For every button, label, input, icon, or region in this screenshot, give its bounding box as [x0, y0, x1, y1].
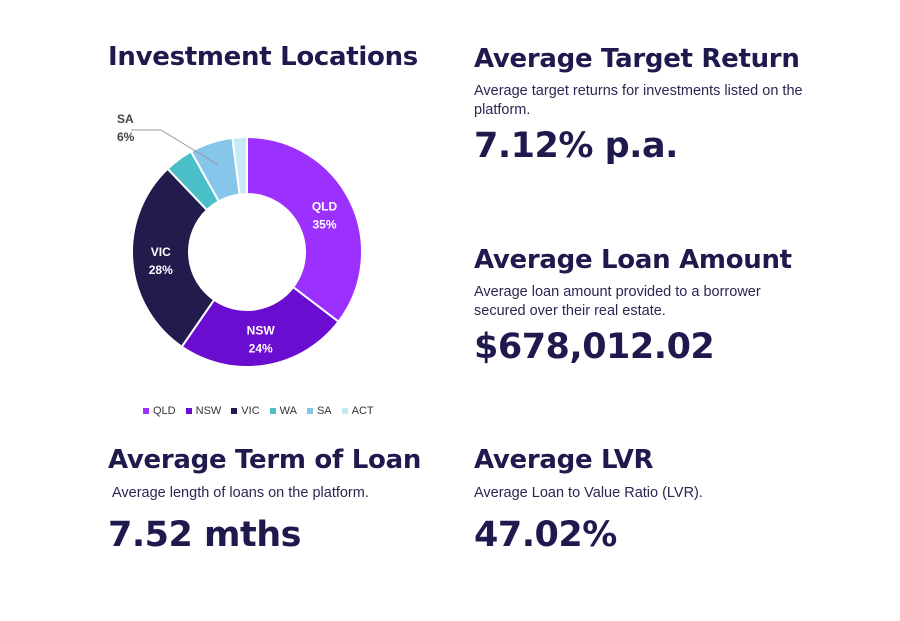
loan-amount-title: Average Loan Amount [474, 245, 792, 275]
legend-swatch-nsw [185, 408, 192, 414]
loan-amount-value: $678,012.02 [474, 327, 715, 367]
legend-item-sa: SA [306, 405, 332, 417]
slice-act [231, 135, 248, 196]
slice-value-vic: 28% [149, 263, 173, 277]
legend-item-qld: QLD [143, 405, 176, 417]
lvr-value: 47.02% [474, 515, 617, 555]
lvr-description: Average Loan to Value Ratio (LVR). [474, 485, 703, 501]
target-return-value: 7.12% p.a. [474, 126, 678, 166]
term-of-loan-title: Average Term of Loan [108, 445, 422, 475]
legend-swatch-sa [306, 408, 313, 414]
callout-value-sa: 6% [117, 130, 135, 144]
slice-label-qld: QLD [312, 200, 338, 214]
investment-locations-title: Investment Locations [108, 42, 418, 72]
legend-swatch-qld [143, 408, 149, 414]
legend-item-vic: VIC [231, 405, 260, 417]
donut-chart: QLD 35% NSW 24% VIC 28% SA 6% [117, 112, 363, 368]
slice-nsw [180, 285, 340, 368]
slice-label-vic: VIC [151, 245, 171, 259]
legend-item-nsw: NSW [185, 405, 222, 417]
legend-label-sa: SA [316, 405, 332, 417]
slice-value-qld: 35% [312, 218, 336, 232]
legend-item-act: ACT [341, 405, 374, 417]
slice-label-nsw: NSW [247, 323, 276, 337]
legend-label-wa: WA [279, 405, 297, 417]
term-of-loan-value: 7.52 mths [108, 515, 302, 555]
chart-legend: QLD NSW VIC WA SA ACT [143, 405, 374, 417]
legend-label-nsw: NSW [195, 405, 222, 417]
target-return-description: Average target returns for investments l… [474, 83, 803, 118]
callout-label-sa: SA [117, 112, 134, 126]
legend-label-vic: VIC [241, 405, 260, 417]
legend-label-act: ACT [351, 405, 374, 417]
slice-qld [246, 135, 363, 324]
investment-locations-chart: QLD 35% NSW 24% VIC 28% SA 6% [105, 95, 425, 425]
legend-swatch-wa [269, 408, 276, 414]
legend-swatch-vic [231, 408, 238, 414]
legend-item-wa: WA [269, 405, 297, 417]
target-return-title: Average Target Return [474, 44, 800, 74]
lvr-title: Average LVR [474, 445, 654, 475]
term-of-loan-description: Average length of loans on the platform. [112, 485, 369, 501]
legend-swatch-act [341, 408, 348, 414]
callout-line-sa [131, 129, 219, 166]
legend-label-qld: QLD [153, 405, 176, 417]
slice-value-nsw: 24% [249, 341, 273, 355]
loan-amount-description: Average loan amount provided to a borrow… [474, 284, 761, 319]
slice-vic [131, 167, 216, 349]
